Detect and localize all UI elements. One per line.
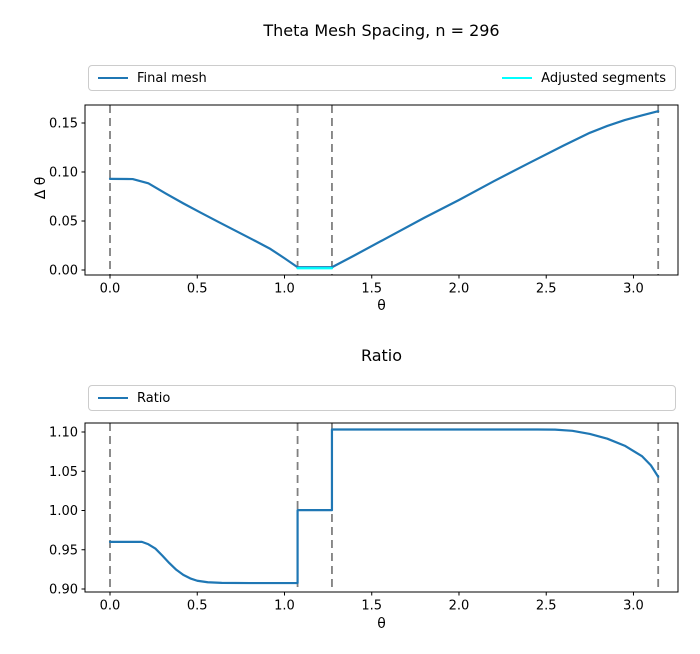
bottom-chart-title: Ratio [360,346,403,365]
adjusted-segments-line-swatch [502,76,533,80]
axes-frame-mesh-spacing [84,104,679,276]
legend-entry-adjusted-segments: Adjusted segments [502,72,666,85]
x-tick-label: 0.0 [100,599,121,614]
ratio-line-swatch [98,396,128,400]
y-tick-label: 1.10 [49,426,78,441]
y-tick-label: 1.00 [49,504,78,519]
legend-label-ratio: Ratio [137,390,171,406]
axes-frame-ratio [84,422,679,593]
x-tick-label: 0.0 [100,282,121,297]
series-line-ratio [108,428,660,585]
legend-entry-ratio: Ratio [98,392,170,405]
legend-label-adjusted-segments: Adjusted segments [541,70,666,86]
y-tick-label: 0.90 [49,583,78,598]
x-tick-label: 2.0 [449,282,470,297]
top-x-axis-label: θ [377,298,386,314]
y-tick-label: 0.95 [49,543,78,558]
y-tick-label: 1.05 [49,465,78,480]
x-tick-label: 1.0 [274,282,295,297]
legend-entry-final-mesh: Final mesh [98,72,207,85]
x-tick-label: 1.5 [361,599,382,614]
x-tick-label: 2.0 [449,599,470,614]
final-mesh-line-swatch [98,76,128,80]
top-legend: Final mesh Adjusted segments [88,65,676,91]
legend-label-final-mesh: Final mesh [137,70,207,86]
x-tick-label: 1.0 [274,599,295,614]
bottom-legend: Ratio [88,385,676,411]
x-tick-label: 2.5 [536,282,557,297]
x-tick-label: 3.0 [623,282,644,297]
x-tick-label: 1.5 [361,282,382,297]
y-tick-label: 0.00 [49,264,78,279]
top-y-axis-label: Δ θ [33,176,49,200]
x-tick-label: 2.5 [536,599,557,614]
x-tick-label: 0.5 [187,599,208,614]
y-tick-label: 0.15 [49,117,78,132]
x-tick-label: 0.5 [187,282,208,297]
y-tick-label: 0.05 [49,215,78,230]
series-line-final-mesh [108,110,660,269]
bottom-x-axis-label: θ [377,616,386,632]
y-tick-label: 0.10 [49,166,78,181]
x-tick-label: 3.0 [623,599,644,614]
top-chart-title: Theta Mesh Spacing, n = 296 [263,21,500,40]
